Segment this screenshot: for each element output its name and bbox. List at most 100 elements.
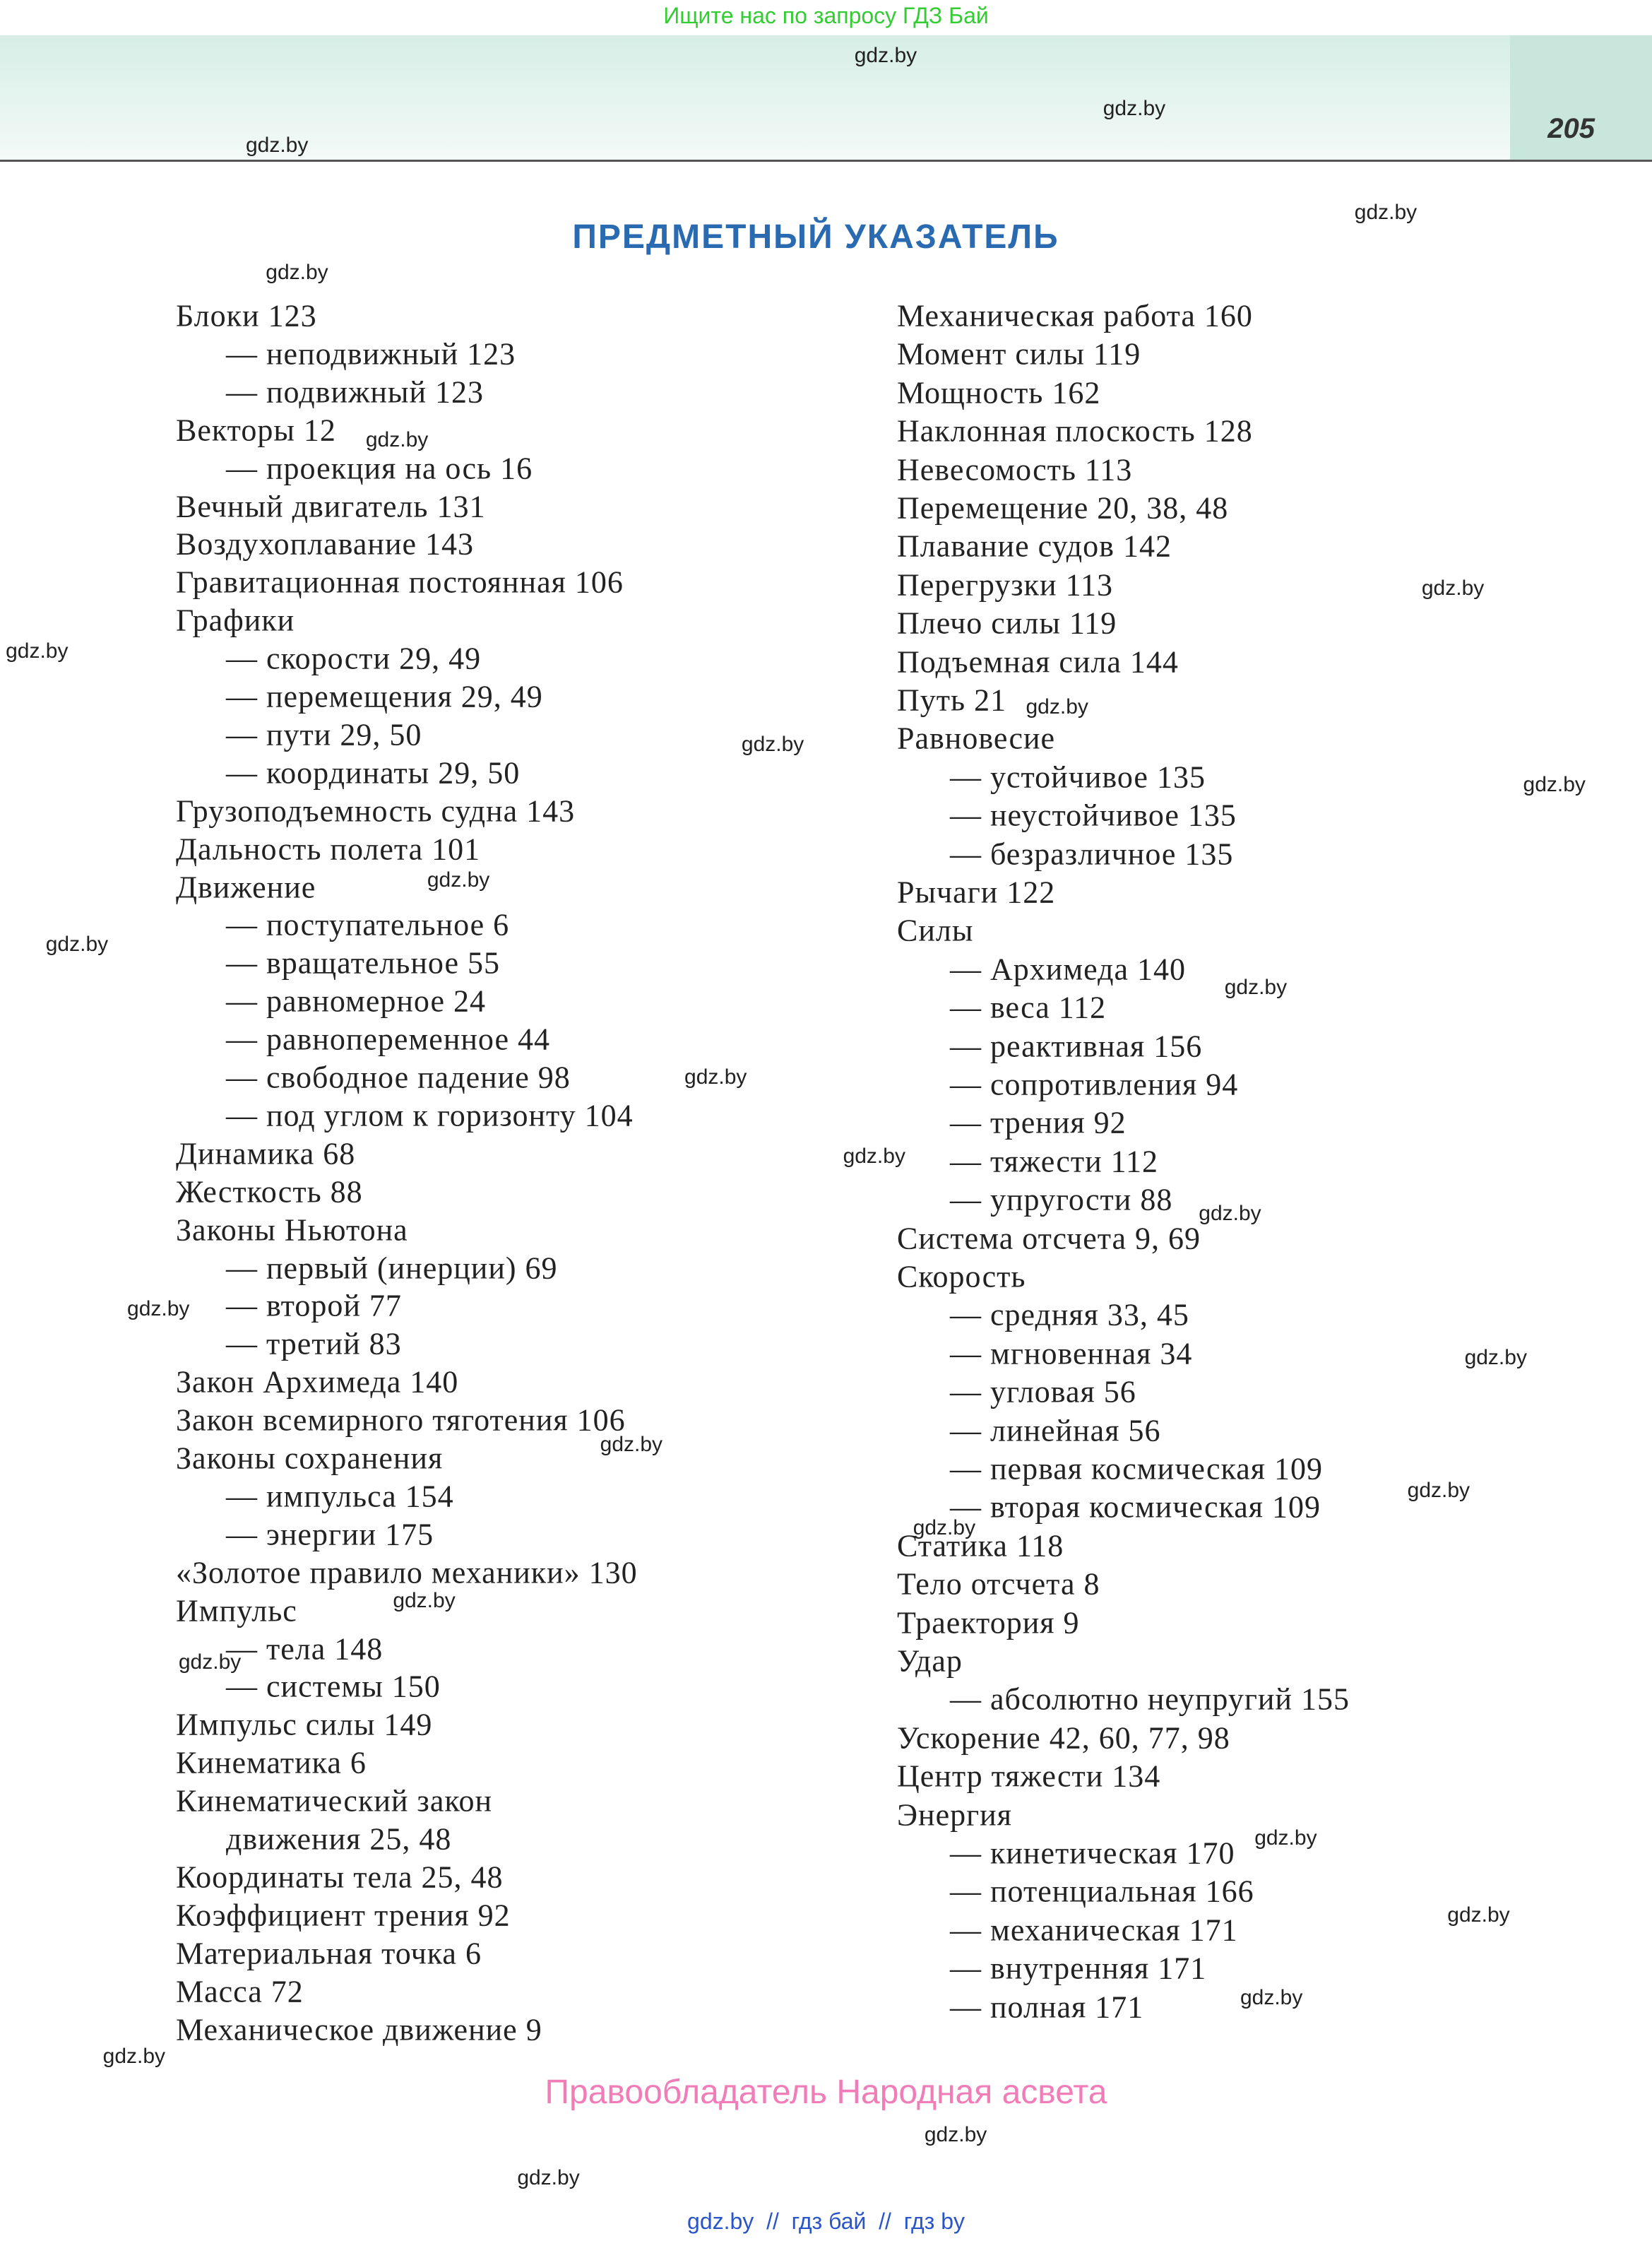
index-subentry: — средняя 33, 45 (950, 1297, 1189, 1332)
watermark: gdz.by (600, 1433, 663, 1457)
watermark: gdz.by (1354, 201, 1418, 225)
index-entry: Механическая работа 160 (897, 298, 1253, 333)
index-entry: Графики (176, 603, 295, 638)
watermark: gdz.by (1447, 1903, 1510, 1927)
index-entry: Законы сохранения (176, 1441, 444, 1476)
index-entry: Невесомость 113 (897, 452, 1133, 487)
index-subentry: — абсолютно неупругий 155 (950, 1681, 1350, 1717)
index-subentry: — механическая 171 (950, 1912, 1238, 1948)
watermark: gdz.by (1421, 576, 1485, 601)
index-entry: Движение (176, 870, 316, 904)
index-entry: Дальность полета 101 (176, 832, 481, 867)
index-entry: Закон всемирного тяготения 106 (176, 1402, 626, 1438)
copyright: Правообладатель Народная асвета (545, 2074, 1107, 2111)
index-subentry: — Архимеда 140 (950, 952, 1187, 987)
index-entry: Жесткость 88 (176, 1174, 363, 1210)
index-subentry: — реактивная 156 (950, 1029, 1203, 1064)
watermark: gdz.by (843, 1144, 905, 1168)
index-entry: Наклонная плоскость 128 (897, 413, 1253, 449)
index-entry: Кинематика 6 (176, 1745, 367, 1780)
index-entry: Рычаги 122 (897, 875, 1056, 910)
index-entry: Импульс силы 149 (176, 1707, 433, 1742)
watermark: gdz.by (266, 261, 328, 285)
index-entry: Воздухоплавание 143 (176, 526, 475, 562)
index-subentry: — полная 171 (950, 1989, 1144, 2025)
index-subentry: — пути 29, 50 (226, 717, 422, 752)
header-band (0, 35, 1510, 160)
index-subentry: — перемещения 29, 49 (226, 679, 543, 714)
watermark: gdz.by (924, 2123, 987, 2147)
page-number-box (1510, 35, 1652, 160)
index-subentry: — внутренняя 171 (950, 1951, 1207, 1986)
watermark: gdz.by (1254, 1826, 1317, 1850)
index-entry: Масса 72 (176, 1974, 304, 2009)
title: ПРЕДМЕТНЫЙ УКАЗАТЕЛЬ (572, 218, 1059, 256)
watermark: gdz.by (178, 1650, 242, 1674)
index-subentry: — кинетическая 170 (950, 1835, 1235, 1871)
watermark: gdz.by (1240, 1986, 1303, 2010)
index-subentry: — тела 148 (226, 1631, 384, 1666)
index-entry: Грузоподъемность судна 143 (176, 793, 576, 829)
watermark: gdz.by (854, 43, 917, 67)
watermark: gdz.by (1026, 695, 1088, 719)
index-subentry: — линейная 56 (950, 1413, 1161, 1448)
footer-links: gdz.by // гдз бай // гдз by (687, 2209, 965, 2234)
index-entry: Мощность 162 (897, 375, 1101, 410)
index-entry: Силы (897, 913, 974, 948)
index-entry: Плавание судов 142 (897, 528, 1172, 564)
index-subentry: — поступательное 6 (226, 907, 510, 942)
index-entry: Перемещение 20, 38, 48 (897, 490, 1229, 526)
index-subentry: — сопротивления 94 (950, 1067, 1239, 1102)
index-entry: Вечный двигатель 131 (176, 489, 486, 524)
index-subentry: — энергии 175 (226, 1517, 434, 1552)
index-entry: Момент силы 119 (897, 336, 1141, 372)
index-subentry: — устойчивое 135 (950, 759, 1206, 795)
index-entry: Плечо силы 119 (897, 605, 1117, 641)
watermark: gdz.by (517, 2166, 580, 2190)
index-entry: Система отсчета 9, 69 (897, 1221, 1201, 1256)
index-entry: Удар (897, 1643, 963, 1679)
watermark: gdz.by (245, 134, 309, 158)
index-subentry: — второй 77 (226, 1288, 402, 1323)
index-subentry: — упругости 88 (950, 1182, 1173, 1217)
index-subentry: — системы 150 (226, 1669, 441, 1704)
index-subentry: — скорости 29, 49 (226, 641, 482, 676)
index-entry: Ускорение 42, 60, 77, 98 (897, 1720, 1230, 1756)
index-entry: Статика 118 (897, 1528, 1064, 1563)
watermark: gdz.by (1103, 96, 1166, 120)
watermark: gdz.by (102, 2045, 166, 2069)
watermark: gdz.by (1224, 975, 1288, 999)
index-entry: Подъемная сила 144 (897, 644, 1179, 680)
index-subentry: — проекция на ось 16 (226, 451, 533, 486)
index-subentry: — третий 83 (226, 1326, 402, 1361)
watermark: gdz.by (913, 1515, 976, 1539)
index-entry: Тело отсчета 8 (897, 1566, 1100, 1602)
index-subentry: — подвижный 123 (226, 374, 485, 410)
index-subentry: — импульса 154 (226, 1479, 454, 1514)
index-subentry: — трения 92 (950, 1105, 1127, 1140)
watermark: gdz.by (1523, 772, 1586, 796)
index-subentry: движения 25, 48 (226, 1821, 452, 1857)
search-hint: Ищите нас по запросу ГДЗ Бай (663, 3, 989, 28)
index-entry: «Золотое правило механики» 130 (176, 1555, 638, 1590)
index-subentry: — безразличное 135 (950, 836, 1234, 872)
index-subentry: — вторая космическая 109 (950, 1489, 1321, 1525)
watermark: gdz.by (127, 1297, 190, 1321)
index-entry: Векторы 12 (176, 413, 336, 448)
index-subentry: — мгновенная 34 (950, 1336, 1193, 1371)
watermark: gdz.by (1407, 1478, 1470, 1502)
page-number: 205 (1547, 113, 1595, 144)
index-entry: Материальная точка 6 (176, 1936, 482, 1971)
index-entry: Равновесие (897, 721, 1056, 756)
index-entry: Блоки 123 (176, 298, 317, 333)
index-subentry: — равномерное 24 (226, 983, 486, 1019)
index-subentry: — первая космическая 109 (950, 1451, 1323, 1486)
header-rule (0, 160, 1652, 162)
index-entry: Траектория 9 (897, 1605, 1080, 1640)
watermark: gdz.by (427, 868, 490, 892)
index-entry: Коэффициент трения 92 (176, 1898, 511, 1933)
index-entry: Скорость (897, 1259, 1026, 1294)
index-entry: Кинематический закон (176, 1783, 493, 1819)
index-entry: Перегрузки 113 (897, 567, 1113, 603)
